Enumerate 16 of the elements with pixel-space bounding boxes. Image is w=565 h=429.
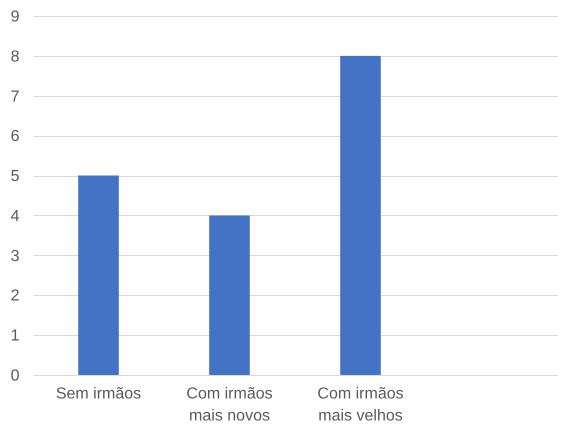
y-tick-label: 1 xyxy=(10,328,20,345)
x-tick-label: Com irmãos mais velhos xyxy=(317,386,404,424)
y-tick-label: 3 xyxy=(10,248,20,265)
y-tick-label: 7 xyxy=(10,88,20,106)
bar xyxy=(209,215,250,375)
x-tick-label: Com irmãos mais novos xyxy=(186,386,273,424)
y-tick-label: 2 xyxy=(10,288,20,305)
y-tick-label: 4 xyxy=(10,208,20,225)
y-tick-label: 5 xyxy=(10,168,20,186)
y-tick-label: 9 xyxy=(10,8,20,26)
x-tick-label: Sem irmãos xyxy=(56,386,142,402)
y-tick-label: 8 xyxy=(10,48,20,66)
bar xyxy=(78,176,119,375)
y-tick-label: 0 xyxy=(10,368,20,384)
bar xyxy=(340,56,381,375)
y-tick-label: 6 xyxy=(10,128,20,146)
